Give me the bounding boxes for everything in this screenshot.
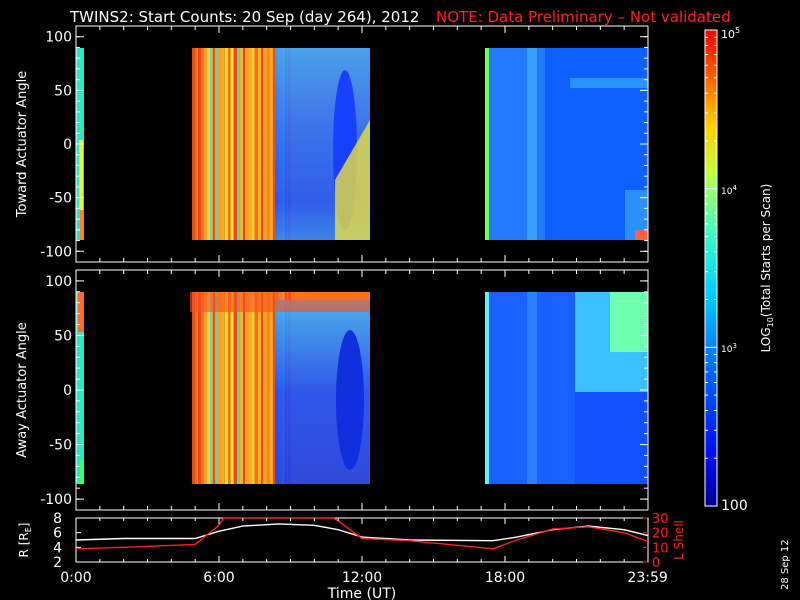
colorbar: 105 104 103 100 LOG10(Total Starts per S…: [704, 26, 775, 514]
colorbar-title: LOG10(Total Starts per Scan): [759, 184, 775, 353]
orbit-series-1: [75, 517, 649, 550]
middle-ylabel: Away Actuator Angle: [15, 322, 30, 457]
top-ytick-label: 0: [63, 137, 72, 153]
time-axis-labels: 0:00 6:00 12:00 18:00 23:59: [60, 570, 668, 586]
top-ytick-label: -100: [40, 244, 72, 260]
orbit-left-tick-label: 2: [53, 555, 62, 571]
top-heatmap-panel: 100 50 0 -50 -100 Toward Actuator Angle: [15, 25, 649, 263]
x-tick-label: 0:00: [60, 570, 91, 586]
middle-ytick-label: -50: [49, 438, 72, 454]
middle-heatmap-panel: 100 50 0 -50 -100 Away Actuator Angle: [15, 269, 649, 511]
preliminary-note: NOTE: Data Preliminary – Not validated: [436, 8, 731, 26]
top-ytick-label: -50: [49, 191, 72, 207]
x-axis-label: Time (UT): [327, 586, 396, 600]
x-tick-label: 23:59: [627, 570, 667, 586]
x-tick-label: 12:00: [342, 570, 382, 586]
middle-ytick-label: -100: [40, 492, 72, 508]
orbit-right-tick-label: 20: [652, 527, 669, 542]
colorbar-label-bottom: 100: [721, 498, 748, 514]
colorbar-label-top: 105: [721, 26, 740, 41]
top-ylabel: Toward Actuator Angle: [15, 71, 30, 218]
top-heatmap-image: [76, 26, 648, 262]
orbit-left-tick-label: 4: [53, 540, 62, 556]
x-tick-label: 18:00: [485, 570, 525, 586]
colorbar-label-1e4: 104: [721, 184, 737, 197]
orbit-left-tick-label: 8: [53, 511, 62, 527]
chart-title: TWINS2: Start Counts: 20 Sep (day 264), …: [69, 8, 419, 26]
orbit-right-tick-label: 0: [652, 556, 660, 571]
top-ytick-label: 100: [45, 30, 72, 46]
middle-ytick-label: 100: [45, 274, 72, 290]
x-tick-label: 6:00: [203, 570, 234, 586]
orbit-right-ylabel: L Shell: [672, 520, 686, 560]
middle-heatmap-image: [76, 270, 648, 510]
side-date: 28 Sep 12: [780, 539, 791, 590]
colorbar-gradient: [704, 29, 718, 507]
middle-ytick-label: 50: [54, 328, 72, 344]
orbit-left-tick-label: 6: [53, 526, 62, 542]
orbit-right-tick-label: 10: [652, 541, 669, 556]
colorbar-label-1e3: 103: [721, 342, 737, 355]
middle-ytick-label: 0: [63, 383, 72, 399]
orbit-right-tick-label: 30: [652, 512, 669, 527]
top-ytick-label: 50: [54, 83, 72, 99]
orbit-left-ylabel: R [RE]: [17, 523, 33, 558]
